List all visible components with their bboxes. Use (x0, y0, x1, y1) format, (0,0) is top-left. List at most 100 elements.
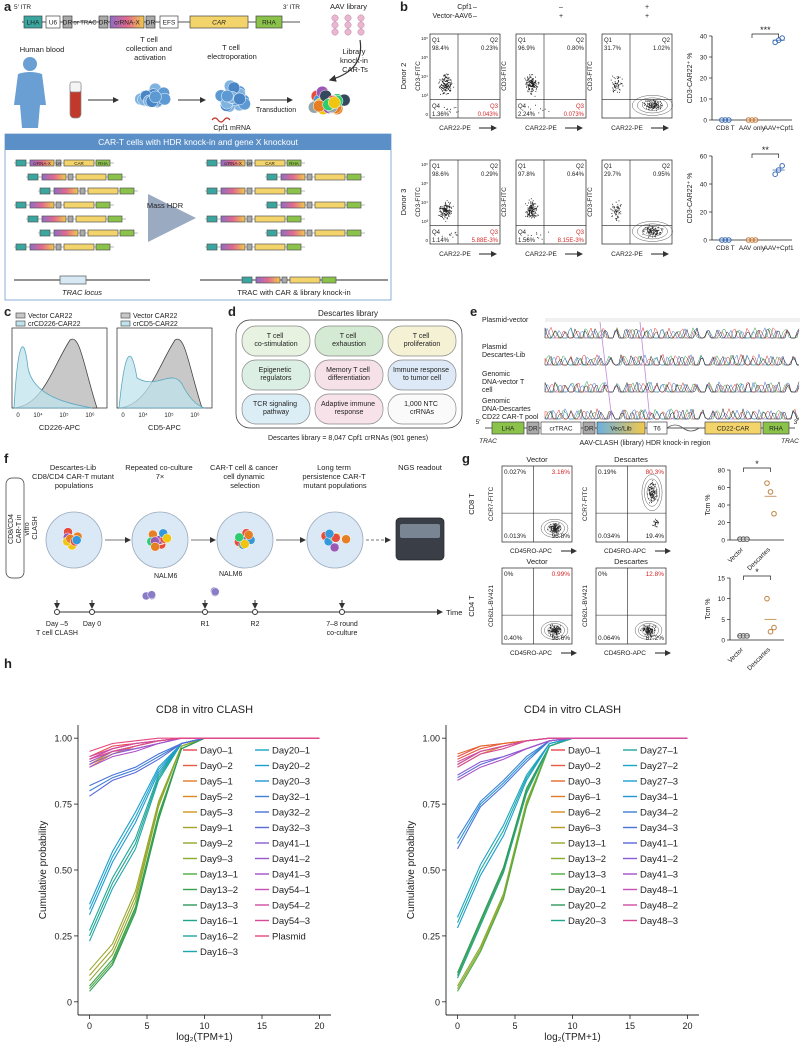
x-tick-label: 15 (257, 1021, 267, 1031)
axis-label: CAR22-PE (525, 251, 557, 258)
group-label: Vector (526, 455, 548, 464)
tick-label: 10³ (421, 93, 428, 98)
quadrant-value: 12.8% (646, 571, 665, 578)
quadrant-value: 1.56% (518, 238, 536, 244)
step-label: T cell electroporation (207, 43, 257, 61)
aav-particle (344, 28, 352, 36)
tick-label: 10⁴ (138, 412, 148, 419)
histogram-area (118, 356, 206, 409)
quadrant-value: 0.043% (478, 112, 499, 118)
cdf-curve (89, 737, 320, 752)
legend-text: Day20–3 (272, 777, 310, 788)
construct-element (286, 159, 302, 167)
timeline-point (54, 609, 60, 615)
legend-text: Day41–1 (640, 839, 678, 850)
axis-label: CAR22-PE (439, 125, 471, 132)
quadrant-value: 98.4% (432, 46, 450, 52)
construct-element (246, 159, 253, 167)
construct-text: DR (528, 426, 538, 433)
chromatogram-trace (545, 326, 800, 339)
track-label: Genomic DNA-Descartes CD22 CAR-T pool (482, 398, 539, 421)
quadrant-name: Q4 (432, 230, 441, 236)
x-tick-label: Vector (727, 646, 746, 665)
y-tick-label: 80 (718, 468, 726, 475)
axis-label: CD62L-BV421 (488, 585, 495, 627)
axis-label: CCR7-FITC (488, 487, 495, 522)
construct-element (95, 201, 111, 209)
x-tick-label: 5 (144, 1021, 149, 1031)
mini-label: DR (56, 162, 62, 166)
construct-element (306, 201, 313, 209)
significance: * (755, 567, 759, 577)
quadrant-value: 0% (598, 571, 608, 578)
construct-element (63, 159, 95, 167)
construct-element (206, 243, 218, 251)
aav-particle (344, 21, 352, 29)
construct-element (67, 173, 74, 181)
construct-text: RHA (769, 426, 783, 433)
construct-element (79, 229, 86, 237)
axis-label: CD3-FITC (501, 187, 508, 217)
quadrant-name: Q2 (576, 38, 585, 44)
construct-text: 3′ (794, 419, 800, 426)
x-tick-label: Descartes (746, 646, 772, 672)
construct-element (41, 173, 67, 181)
legend-text: Day13–3 (200, 901, 238, 912)
x-tick-label: CD8 T (716, 125, 735, 132)
axis-label: CD3-CAR22⁺ % (687, 173, 694, 224)
cell-icon (233, 92, 246, 106)
flow-plot (501, 567, 573, 645)
flow-plot (515, 159, 587, 245)
significance-bracket (743, 467, 771, 472)
panel-label: a (4, 0, 12, 14)
contour (632, 221, 673, 242)
construct-element (241, 276, 253, 284)
y-tick-label: 0 (435, 997, 440, 1007)
contour (550, 525, 559, 531)
flow-plot (595, 465, 667, 543)
construct-element (254, 159, 286, 167)
legend-text: Day9–3 (200, 854, 233, 865)
mini-label: CAR (265, 161, 275, 166)
construct-element (62, 15, 73, 29)
quadrant-name: Q3 (576, 104, 585, 110)
legend-text: Day0–1 (200, 746, 233, 757)
y-tick-label: 1.00 (54, 734, 72, 744)
data-dot (779, 163, 785, 169)
category-text: T cell co-stimulation (254, 333, 297, 348)
tick-label: 10⁵ (164, 412, 174, 419)
track-label: Plasmid Descartes-Lib (482, 344, 525, 359)
quadrant-value: 87.2% (646, 635, 665, 642)
mrna-label: Cpf1 mRNA (213, 125, 251, 132)
quadrant-name: Q1 (604, 164, 613, 170)
significance-bracket (743, 575, 771, 580)
y-tick-label: 40 (718, 503, 726, 510)
axis-label: Tcm % (705, 599, 712, 620)
chromatogram-trace (544, 408, 799, 420)
legend-text: Day13–3 (568, 870, 606, 881)
stage-header: NGS readout (398, 463, 443, 472)
construct-element (314, 201, 346, 209)
legend-text: Day48–2 (640, 901, 678, 912)
quadrant-value: 0% (504, 571, 514, 578)
contour (641, 474, 663, 512)
legend-swatch (15, 320, 26, 327)
axis-label: log₂(TPM+1) (176, 1032, 232, 1043)
quadrant-name: Q2 (576, 164, 585, 170)
quadrant-name: Q4 (432, 104, 441, 110)
quadrant-name: Q3 (576, 230, 585, 236)
construct-element (254, 187, 286, 195)
chromatogram-trace (545, 407, 799, 420)
legend-text: Day16–3 (200, 947, 238, 958)
x-tick-label: AAV+Cpf1 (764, 245, 794, 252)
library-category (387, 325, 457, 357)
contour (644, 478, 660, 507)
quadrant-value: 19.4% (646, 533, 665, 540)
construct-element (29, 159, 55, 167)
event-dots (438, 73, 459, 113)
cell-line-label: NALM6 (219, 571, 242, 578)
contour (634, 621, 663, 640)
quadrant-name: Q2 (490, 164, 499, 170)
legend-text: Day20–2 (272, 761, 310, 772)
construct-element (41, 215, 67, 223)
